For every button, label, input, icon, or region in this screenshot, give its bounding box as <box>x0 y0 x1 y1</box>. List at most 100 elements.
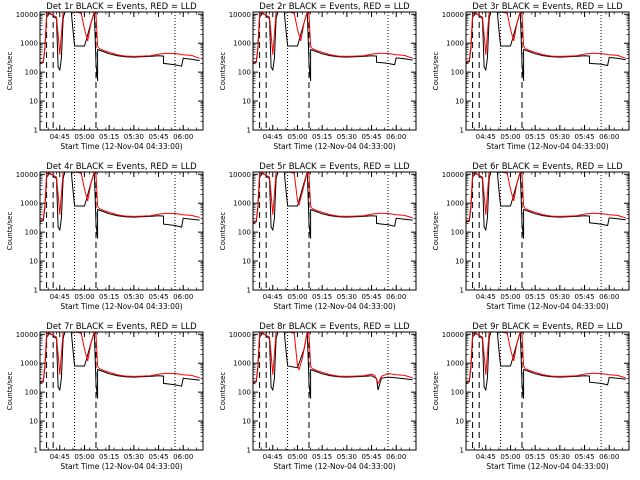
y-tick-label: 10 <box>29 98 38 106</box>
y-axis-label: Counts/sec <box>219 212 227 251</box>
lld-series-line <box>466 12 626 63</box>
panel-title: Det 7r BLACK = Events, RED = LLD <box>46 322 197 332</box>
y-tick-label: 100 <box>25 69 38 77</box>
y-tick-label: 10 <box>242 258 251 266</box>
x-tick-label: 05:30 <box>550 293 570 301</box>
lld-series-line <box>253 332 413 385</box>
events-series-line <box>253 332 413 399</box>
panel-title: Det 1r BLACK = Events, RED = LLD <box>46 2 197 12</box>
x-tick-label: 05:00 <box>500 133 520 141</box>
x-tick-label: 05:00 <box>500 293 520 301</box>
y-tick-label: 1 <box>247 127 251 135</box>
lld-series-line <box>253 12 413 63</box>
lld-series-line <box>40 332 200 383</box>
x-tick-label: 05:30 <box>550 453 570 461</box>
y-tick-label: 1000 <box>20 40 38 48</box>
x-axis-label: Start Time (12-Nov-04 04:33:00) <box>273 142 395 151</box>
y-axis-label: Counts/sec <box>6 212 14 251</box>
detector-panel: Det 8r BLACK = Events, RED = LLD 1 10 100 10… <box>219 322 417 471</box>
x-axis-label: Start Time (12-Nov-04 04:33:00) <box>273 462 395 471</box>
x-tick-label: 05:00 <box>74 133 94 141</box>
y-tick-label: 1 <box>247 287 251 295</box>
x-tick-label: 04:45 <box>50 293 70 301</box>
x-tick-label: 05:00 <box>287 453 307 461</box>
y-tick-label: 10000 <box>16 331 38 339</box>
events-series-line <box>40 332 200 399</box>
detector-panel: Det 1r BLACK = Events, RED = LLD 1 10 100 10… <box>6 2 204 151</box>
x-tick-label: 05:15 <box>525 293 545 301</box>
y-tick-label: 10000 <box>16 11 38 19</box>
y-tick-label: 10 <box>455 418 464 426</box>
lld-series-line <box>40 12 200 63</box>
y-tick-label: 100 <box>25 229 38 237</box>
x-axis-label: Start Time (12-Nov-04 04:33:00) <box>486 142 608 151</box>
x-tick-label: 04:45 <box>263 293 283 301</box>
y-tick-label: 1000 <box>20 360 38 368</box>
x-tick-label: 04:45 <box>50 133 70 141</box>
y-tick-label: 100 <box>238 69 251 77</box>
x-tick-label: 04:45 <box>263 453 283 461</box>
y-axis-label: Counts/sec <box>6 52 14 91</box>
y-tick-label: 10000 <box>442 11 464 19</box>
y-tick-label: 10 <box>29 418 38 426</box>
detector-panel: Det 6r BLACK = Events, RED = LLD 1 10 100 10… <box>432 162 630 311</box>
y-tick-label: 1 <box>247 447 251 455</box>
panel-title: Det 2r BLACK = Events, RED = LLD <box>259 2 410 12</box>
x-tick-label: 05:45 <box>574 293 594 301</box>
x-axis-label: Start Time (12-Nov-04 04:33:00) <box>486 302 608 311</box>
y-tick-label: 1000 <box>233 40 251 48</box>
detector-panel: Det 2r BLACK = Events, RED = LLD 1 10 100 10… <box>219 2 417 151</box>
y-tick-label: 1000 <box>446 200 464 208</box>
x-tick-label: 06:00 <box>599 453 619 461</box>
lld-series-line <box>466 332 626 383</box>
y-tick-label: 1 <box>34 127 38 135</box>
x-tick-label: 05:15 <box>525 453 545 461</box>
x-tick-label: 05:45 <box>361 293 381 301</box>
x-tick-label: 06:00 <box>386 133 406 141</box>
events-series-line <box>253 12 413 81</box>
y-tick-label: 10000 <box>229 171 251 179</box>
plot-frame <box>252 171 417 291</box>
x-tick-label: 05:30 <box>124 133 144 141</box>
y-axis-label: Counts/sec <box>432 52 440 91</box>
x-tick-label: 06:00 <box>599 293 619 301</box>
panel-title: Det 6r BLACK = Events, RED = LLD <box>472 162 623 172</box>
plot-frame <box>252 11 417 131</box>
y-tick-label: 1000 <box>233 360 251 368</box>
x-axis-label: Start Time (12-Nov-04 04:33:00) <box>60 302 182 311</box>
plot-frame <box>39 331 204 451</box>
events-series-line <box>466 172 626 239</box>
x-tick-label: 05:45 <box>148 453 168 461</box>
y-tick-label: 100 <box>451 389 464 397</box>
x-tick-label: 05:45 <box>361 133 381 141</box>
x-tick-label: 05:00 <box>287 293 307 301</box>
plot-frame <box>465 11 630 131</box>
y-axis-label: Counts/sec <box>219 372 227 411</box>
x-tick-label: 05:15 <box>99 453 119 461</box>
y-tick-label: 10 <box>29 258 38 266</box>
x-tick-label: 05:00 <box>74 453 94 461</box>
x-tick-label: 05:15 <box>99 133 119 141</box>
x-tick-label: 05:15 <box>312 293 332 301</box>
y-tick-label: 1000 <box>20 200 38 208</box>
panel-title: Det 9r BLACK = Events, RED = LLD <box>472 322 623 332</box>
x-tick-label: 05:00 <box>500 453 520 461</box>
x-tick-label: 04:45 <box>476 133 496 141</box>
y-tick-label: 10000 <box>442 331 464 339</box>
x-axis-label: Start Time (12-Nov-04 04:33:00) <box>273 302 395 311</box>
plot-frame <box>39 11 204 131</box>
x-tick-label: 04:45 <box>476 293 496 301</box>
x-tick-label: 05:30 <box>337 453 357 461</box>
lld-series-line <box>253 172 413 223</box>
events-series-line <box>253 172 413 239</box>
x-tick-label: 05:45 <box>148 133 168 141</box>
x-tick-label: 06:00 <box>173 133 193 141</box>
y-tick-label: 1 <box>460 287 464 295</box>
x-tick-label: 05:15 <box>312 133 332 141</box>
x-tick-label: 05:00 <box>74 293 94 301</box>
x-tick-label: 04:45 <box>263 133 283 141</box>
events-series-line <box>466 12 626 81</box>
y-tick-label: 100 <box>25 389 38 397</box>
x-tick-label: 05:30 <box>124 293 144 301</box>
